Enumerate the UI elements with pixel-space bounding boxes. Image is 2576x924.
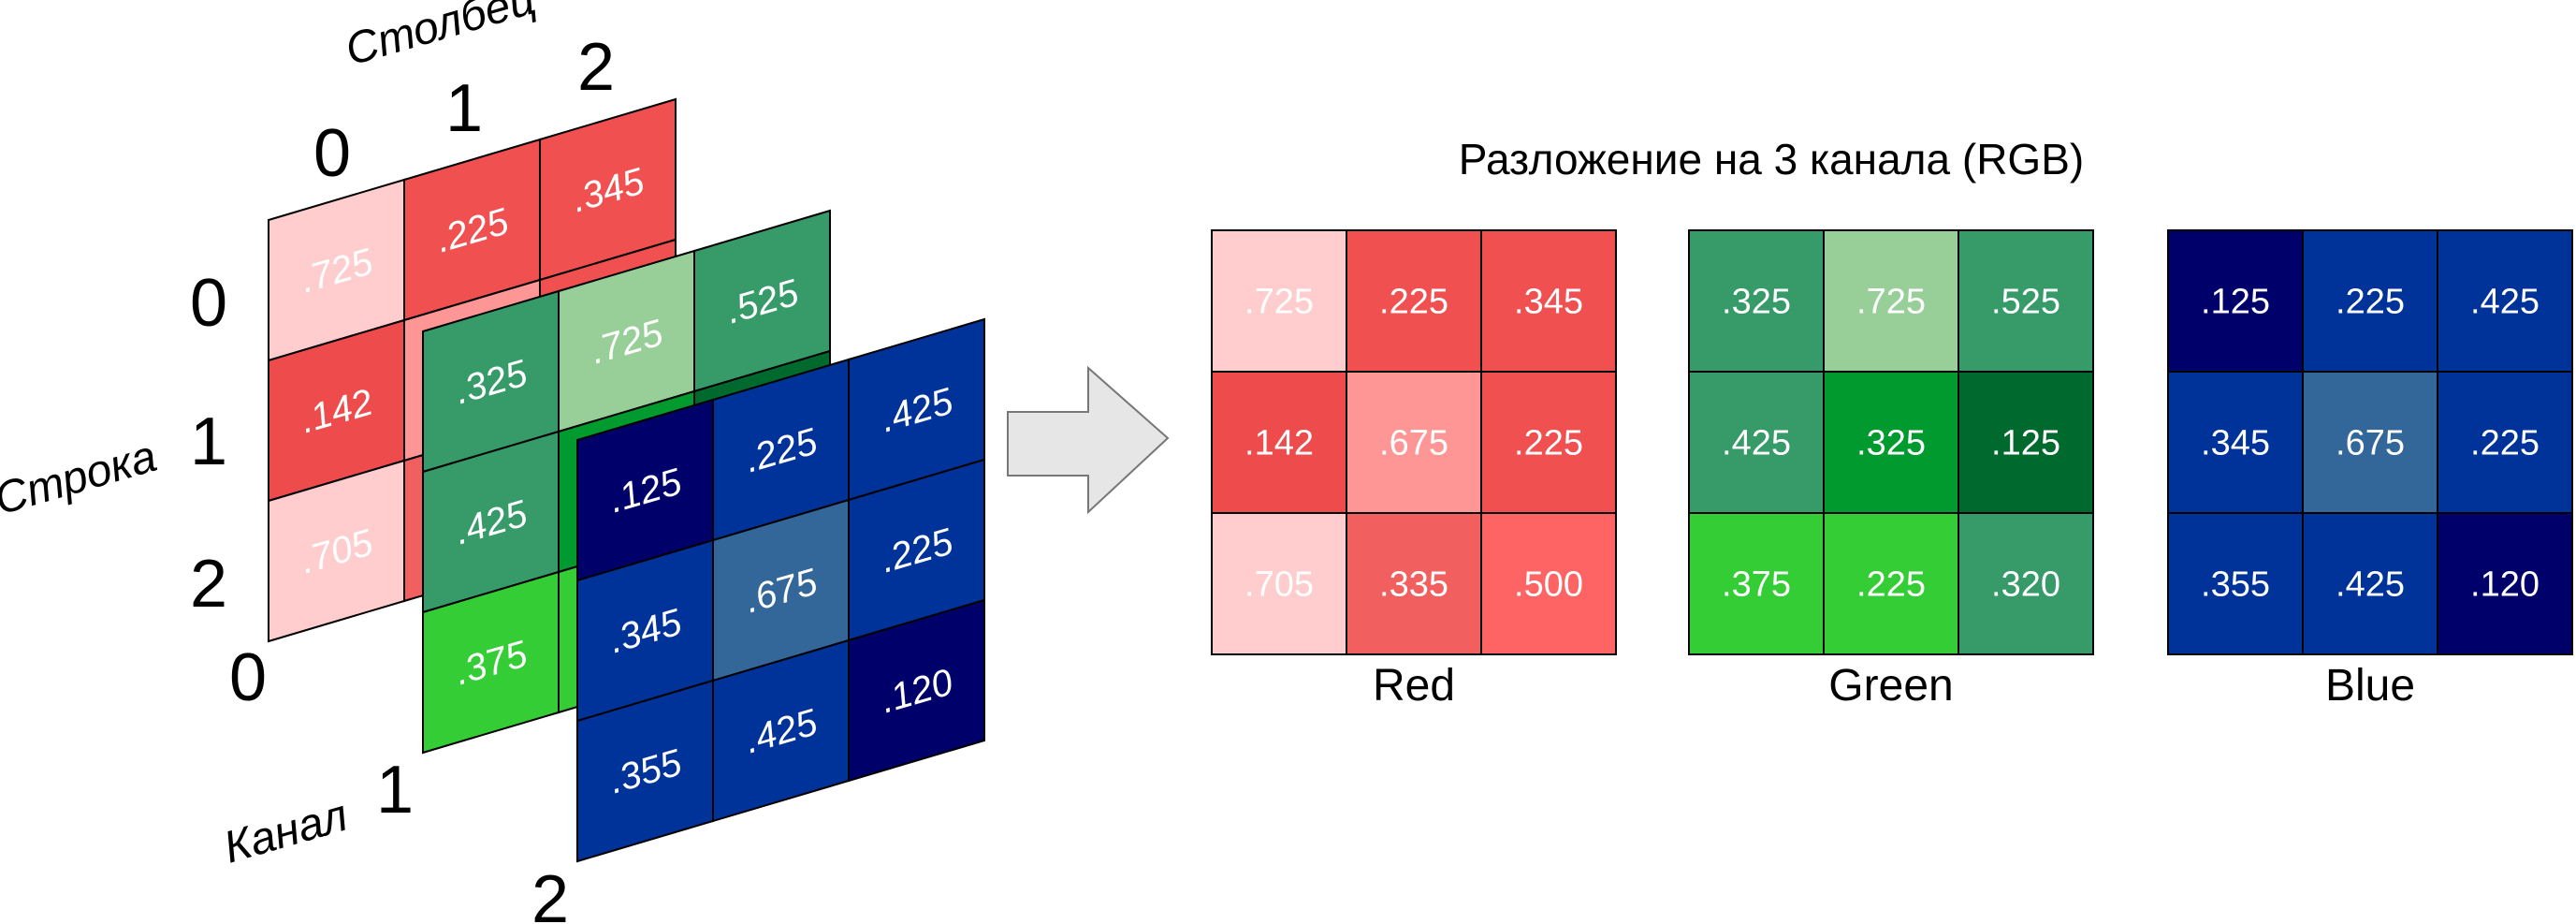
grid-blue-value-1-2: .225 — [2470, 424, 2540, 463]
grid-blue-value-0-2: .425 — [2470, 283, 2540, 322]
grid-green-cell-1-1 — [1823, 371, 1959, 514]
channel-index-2: 2 — [531, 862, 569, 924]
grid-blue-cell-1-2 — [2437, 371, 2573, 514]
grid-red-value-0-1: .225 — [1379, 283, 1448, 322]
grid-blue-cell-0-0 — [2167, 229, 2304, 373]
grid-blue-value-1-0: .345 — [2201, 424, 2270, 463]
grid-blue-value-2-2: .120 — [2470, 565, 2540, 605]
grid-blue-cell-0-1 — [2302, 229, 2438, 373]
grid-blue-value-0-0: .125 — [2201, 283, 2270, 322]
grid-red-cell-2-0 — [1211, 512, 1347, 655]
column-axis-label: Столбец — [340, 0, 541, 76]
grid-red-label: Red — [1373, 661, 1455, 711]
grid-green-value-1-0: .425 — [1722, 424, 1791, 463]
grid-green-value-0-0: .325 — [1722, 283, 1791, 322]
row-index-0: 0 — [190, 266, 227, 341]
grid-red-cell-1-0 — [1211, 371, 1347, 514]
layer-blue: .125.225.425.345.675.225.355.425.120 — [576, 317, 985, 863]
column-index-1: 1 — [445, 71, 483, 146]
grid-red-value-0-0: .725 — [1244, 283, 1314, 322]
channel-grids: .725 .225 .345 .142 .675 .225 .705 .335 .500 Red.… — [1211, 229, 2573, 711]
grid-red-value-1-0: .142 — [1244, 424, 1314, 463]
grid-red-value-2-2: .500 — [1514, 565, 1583, 605]
grid-red-cell-1-1 — [1346, 371, 1482, 514]
grid-green-value-2-1: .225 — [1856, 565, 1926, 605]
grid-green-value-0-1: .725 — [1856, 283, 1926, 322]
grid-blue-cell-2-1 — [2302, 512, 2438, 655]
grid-green-cell-2-0 — [1688, 512, 1825, 655]
grid-red-cell-0-0 — [1211, 229, 1347, 373]
grid-blue-value-2-0: .355 — [2201, 565, 2270, 605]
grid-blue-value-2-1: .425 — [2336, 565, 2405, 605]
grid-red-value-1-2: .225 — [1514, 424, 1583, 463]
tensor-stack-3d: .725.225.345.142.675.225.705.335.500.325… — [268, 97, 985, 863]
grid-green: .325 .725 .525 .425 .325 .125 .375 .225 .320 Gree… — [1688, 229, 2094, 711]
grid-green-value-2-2: .320 — [1991, 565, 2060, 605]
grid-green-label: Green — [1828, 661, 1953, 711]
channel-index-1: 1 — [376, 753, 414, 828]
grid-red-cell-2-1 — [1346, 512, 1482, 655]
column-index-0: 0 — [313, 116, 351, 191]
grid-blue-cell-2-2 — [2437, 512, 2573, 655]
grid-red-cell-2-2 — [1480, 512, 1617, 655]
grid-green-value-1-2: .125 — [1991, 424, 2060, 463]
grid-green-cell-1-0 — [1688, 371, 1825, 514]
grid-green-cell-2-1 — [1823, 512, 1959, 655]
grid-blue-value-1-1: .675 — [2336, 424, 2405, 463]
grid-red: .725 .225 .345 .142 .675 .225 .705 .335 .500 Red — [1211, 229, 1617, 711]
grid-green-value-1-1: .325 — [1856, 424, 1926, 463]
grid-blue-cell-2-0 — [2167, 512, 2304, 655]
grid-green-cell-0-2 — [1957, 229, 2094, 373]
channel-axis-label: Канал — [218, 791, 353, 873]
grid-blue-label: Blue — [2325, 661, 2415, 711]
grid-green-cell-0-1 — [1823, 229, 1959, 373]
grid-red-value-1-1: .675 — [1379, 424, 1448, 463]
grid-red-cell-0-2 — [1480, 229, 1617, 373]
row-axis-label: Строка — [0, 432, 162, 525]
grid-green-cell-2-2 — [1957, 512, 2094, 655]
channel-index-0: 0 — [229, 640, 267, 715]
grid-green-value-0-2: .525 — [1991, 283, 2060, 322]
grid-blue-value-0-1: .225 — [2336, 283, 2405, 322]
grid-green-cell-0-0 — [1688, 229, 1825, 373]
decomposition-title: Разложение на 3 канала (RGB) — [1459, 135, 2084, 183]
layer-blue-cell-2-2 — [848, 598, 985, 783]
grid-blue-cell-1-0 — [2167, 371, 2304, 514]
column-index-2: 2 — [577, 30, 615, 105]
decomposition-arrow — [1007, 365, 1170, 515]
row-index-2: 2 — [190, 547, 227, 622]
grid-blue: .125 .225 .425 .345 .675 .225 .355 .425 .120 Blue — [2167, 229, 2573, 711]
row-index-1: 1 — [190, 404, 227, 479]
grid-red-value-2-0: .705 — [1244, 565, 1314, 605]
grid-green-value-2-0: .375 — [1722, 565, 1791, 605]
grid-red-value-0-2: .345 — [1514, 283, 1583, 322]
grid-blue-cell-1-1 — [2302, 371, 2438, 514]
grid-red-value-2-1: .335 — [1379, 565, 1448, 605]
